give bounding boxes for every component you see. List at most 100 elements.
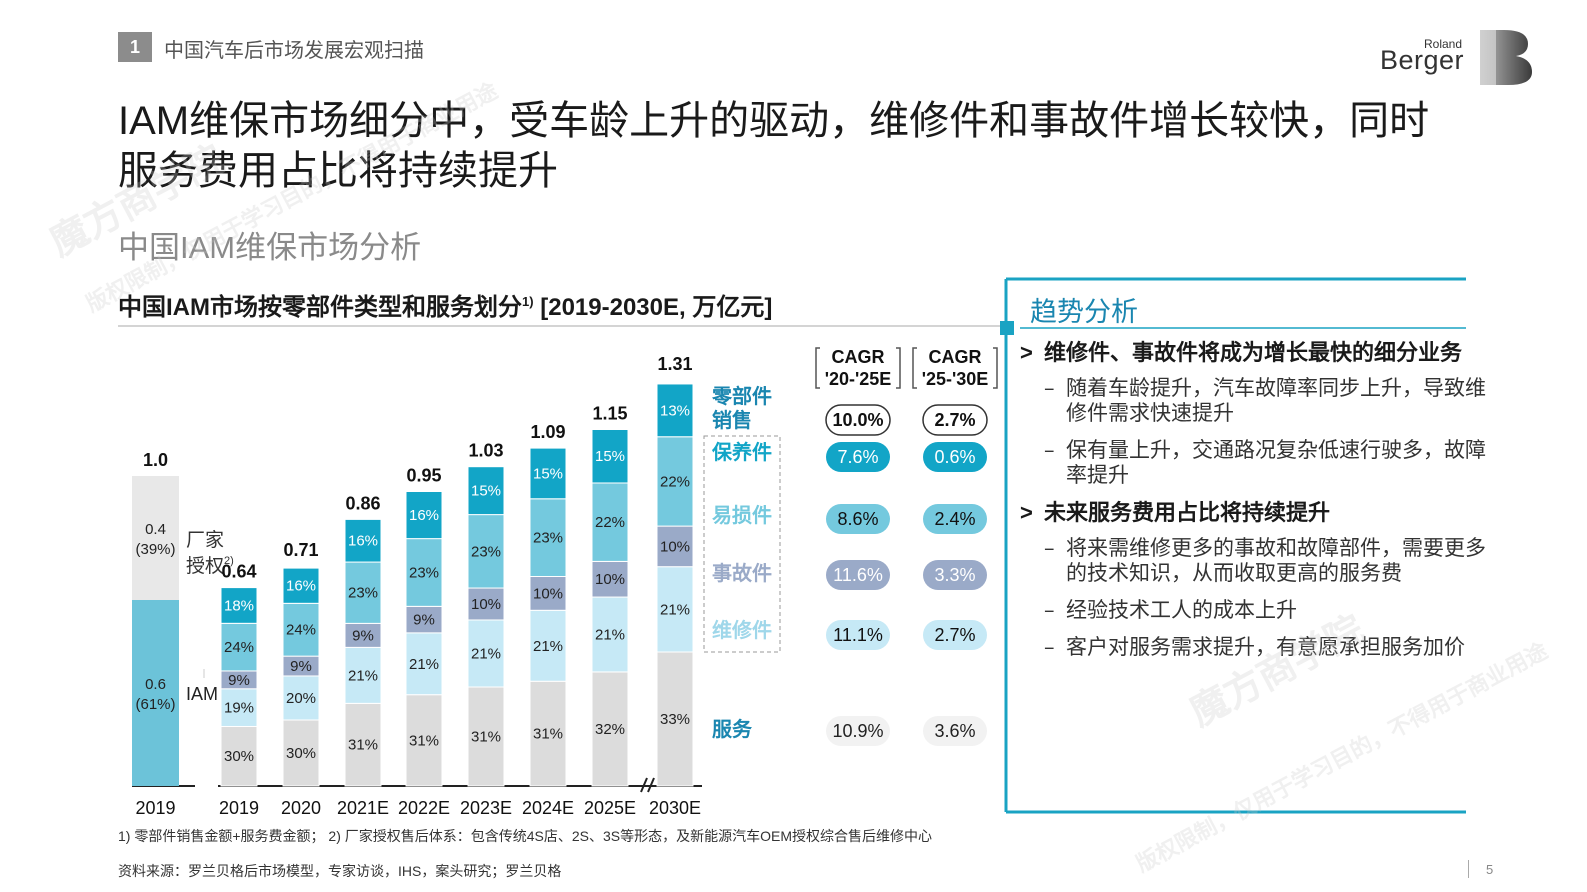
split-bar-segment-iam: [132, 600, 179, 786]
cagr-pill-maintenance-0: [826, 442, 890, 472]
trend-subpoint-1-0: – 将来需维修更多的事故和故障部件，需要更多的技术知识，从而收取更高的服务费: [1020, 536, 1490, 586]
split-bar-iam-label: IAM: [186, 684, 218, 704]
bar-segment-2022E-服务: [405, 694, 443, 787]
bar-value-label-2030E-服务: 33%: [660, 711, 690, 728]
bar-value-label-2023E-服务: 31%: [471, 729, 501, 746]
bar-segment-2021E-保养件: [344, 518, 382, 563]
page-divider: [1468, 860, 1469, 878]
chart-title-main: 中国IAM市场按零部件类型和服务划分: [118, 294, 522, 321]
bar-value-label-2024E-服务: 31%: [533, 726, 563, 743]
bar-segment-2019-服务: [220, 725, 258, 787]
bar-segment-2030E-易损件: [656, 436, 694, 527]
bar-value-label-2021E-事故件: 9%: [352, 627, 374, 644]
bar-value-label-2030E-事故件: 10%: [660, 538, 690, 555]
trend-subpoint-1-1: – 经验技术工人的成本上升: [1020, 598, 1490, 623]
trend-bullets: > 维修件、事故件将成为增长最快的细分业务 – 随着车龄提升，汽车故障率同步上升，导致…: [1020, 340, 1490, 672]
bar-value-label-2030E-易损件: 22%: [660, 473, 690, 490]
bar-total-label-2019: 0.64: [221, 562, 256, 582]
trend-subpoint-0-1: – 保有量上升，交通路况复杂低速行驶多，故障率提升: [1020, 438, 1490, 488]
bar-segment-2024E-事故件: [529, 576, 567, 611]
bar-value-label-2023E-保养件: 15%: [471, 483, 501, 500]
bar-value-label-2023E-维修件: 21%: [471, 645, 501, 662]
bar-segment-2030E-服务: [656, 651, 694, 787]
cagr-header-bracket-left-1: [912, 347, 917, 389]
cagr-value-accident-1: 3.3%: [934, 565, 975, 585]
bar-segment-2023E-事故件: [467, 587, 505, 621]
bar-value-label-2024E-事故件: 10%: [533, 585, 563, 602]
trend-point-text: 未来服务费用占比将持续提升: [1044, 500, 1331, 525]
bar-segment-2020-易损件: [282, 602, 320, 657]
split-bar-category-label: 2019: [135, 798, 175, 818]
bar-value-label-2022E-事故件: 9%: [413, 612, 435, 629]
bar-segment-2023E-服务: [467, 686, 505, 787]
bar-value-label-2025E-易损件: 22%: [595, 514, 625, 531]
trend-subpoint-text: 保有量上升，交通路况复杂低速行驶多，故障率提升: [1066, 438, 1486, 487]
bar-value-label-2019-事故件: 9%: [228, 672, 250, 689]
bar-total-label-2030E: 1.31: [657, 354, 692, 374]
bar-value-label-2019-服务: 30%: [224, 748, 254, 765]
bar-value-label-2023E-易损件: 23%: [471, 543, 501, 560]
legend-label-wear: 易损件: [712, 503, 772, 527]
cagr-header-0: CAGR '20-'25E: [825, 347, 892, 389]
bar-segment-2022E-保养件: [405, 491, 443, 540]
cagr-value-wear-1: 2.4%: [934, 509, 975, 529]
bar-value-label-2021E-服务: 31%: [348, 737, 378, 754]
trend-subpoint-text: 将来需维修更多的事故和故障部件，需要更多的技术知识，从而收取更高的服务费: [1066, 536, 1486, 585]
page-subheadline: 中国IAM维保市场分析: [118, 230, 422, 265]
cagr-value-maintenance-0: 7.6%: [837, 447, 878, 467]
bar-value-label-2022E-服务: 31%: [409, 732, 439, 749]
cagr-value-wear-0: 8.6%: [837, 509, 878, 529]
split-bar-total-label: 1.0: [143, 450, 168, 470]
bar-segment-2030E-保养件: [656, 383, 694, 438]
bar-segment-2030E-维修件: [656, 566, 694, 653]
bar-value-label-2020-保养件: 16%: [286, 578, 316, 595]
cagr-value-repair-1: 2.7%: [934, 625, 975, 645]
bar-value-label-2020-维修件: 20%: [286, 690, 316, 707]
bar-value-label-2020-易损件: 24%: [286, 622, 316, 639]
cagr-header-1: CAGR '25-'30E: [922, 347, 989, 389]
cagr-header-bracket-right-1: [993, 347, 998, 389]
trend-title: 趋势分析: [1030, 297, 1138, 327]
bar-segment-2020-保养件: [282, 567, 320, 604]
bar-segment-2023E-易损件: [467, 514, 505, 589]
bar-total-label-2020: 0.71: [283, 540, 318, 560]
bar-value-label-2022E-易损件: 23%: [409, 564, 439, 581]
axis-break-mark-1: [640, 777, 648, 793]
cagr-value-service-1: 3.6%: [934, 721, 975, 741]
page-headline: IAM维保市场细分中，受车龄上升的驱动，维修件和事故件增长较快，同时服务费用占比…: [118, 99, 1430, 193]
bar-value-label-2021E-维修件: 21%: [348, 667, 378, 684]
chart-title: 中国IAM市场按零部件类型和服务划分1) [2019-2030E, 万亿元]: [118, 287, 772, 322]
bullet-marker: >: [1020, 340, 1033, 365]
category-label-2025E: 2025E: [584, 798, 636, 818]
cagr-value-repair-0: 11.1%: [833, 625, 883, 645]
sub-bullet-marker: –: [1044, 438, 1055, 462]
bar-total-label-2022E: 0.95: [406, 466, 441, 486]
cagr-pill-wear-0: [826, 504, 890, 534]
bar-value-label-2024E-维修件: 21%: [533, 638, 563, 655]
split-bar-label-oem: 0.4 (39%): [135, 521, 175, 558]
bar-value-label-2025E-维修件: 21%: [595, 626, 625, 643]
legend-label-repair: 维修件: [712, 618, 772, 642]
category-label-2030E: 2030E: [649, 798, 701, 818]
section-title: 中国汽车后市场发展宏观扫描: [164, 40, 424, 62]
split-bar-segment-oem: [132, 476, 179, 600]
category-label-2022E: 2022E: [398, 798, 450, 818]
brand-roland: Roland: [1424, 37, 1463, 51]
bar-value-label-2023E-事故件: 10%: [471, 596, 501, 613]
bar-value-label-2019-保养件: 18%: [224, 597, 254, 614]
cagr-value-outline-1: 2.7%: [934, 410, 975, 430]
bar-value-label-2020-事故件: 9%: [290, 658, 312, 675]
trend-point-1: > 未来服务费用占比将持续提升: [1020, 500, 1490, 526]
page-number: 5: [1486, 862, 1494, 877]
cagr-pill-wear-1: [923, 504, 987, 534]
bar-segment-2021E-服务: [344, 702, 382, 787]
bar-value-label-2021E-易损件: 23%: [348, 585, 378, 602]
sub-bullet-marker: –: [1044, 536, 1055, 560]
bar-segment-2023E-保养件: [467, 466, 505, 516]
bar-value-label-2024E-易损件: 23%: [533, 530, 563, 547]
bar-value-label-2022E-保养件: 16%: [409, 507, 439, 524]
bar-value-label-2021E-保养件: 16%: [348, 533, 378, 550]
bar-segment-2030E-事故件: [656, 525, 694, 568]
legend-label-accident: 事故件: [712, 561, 772, 585]
